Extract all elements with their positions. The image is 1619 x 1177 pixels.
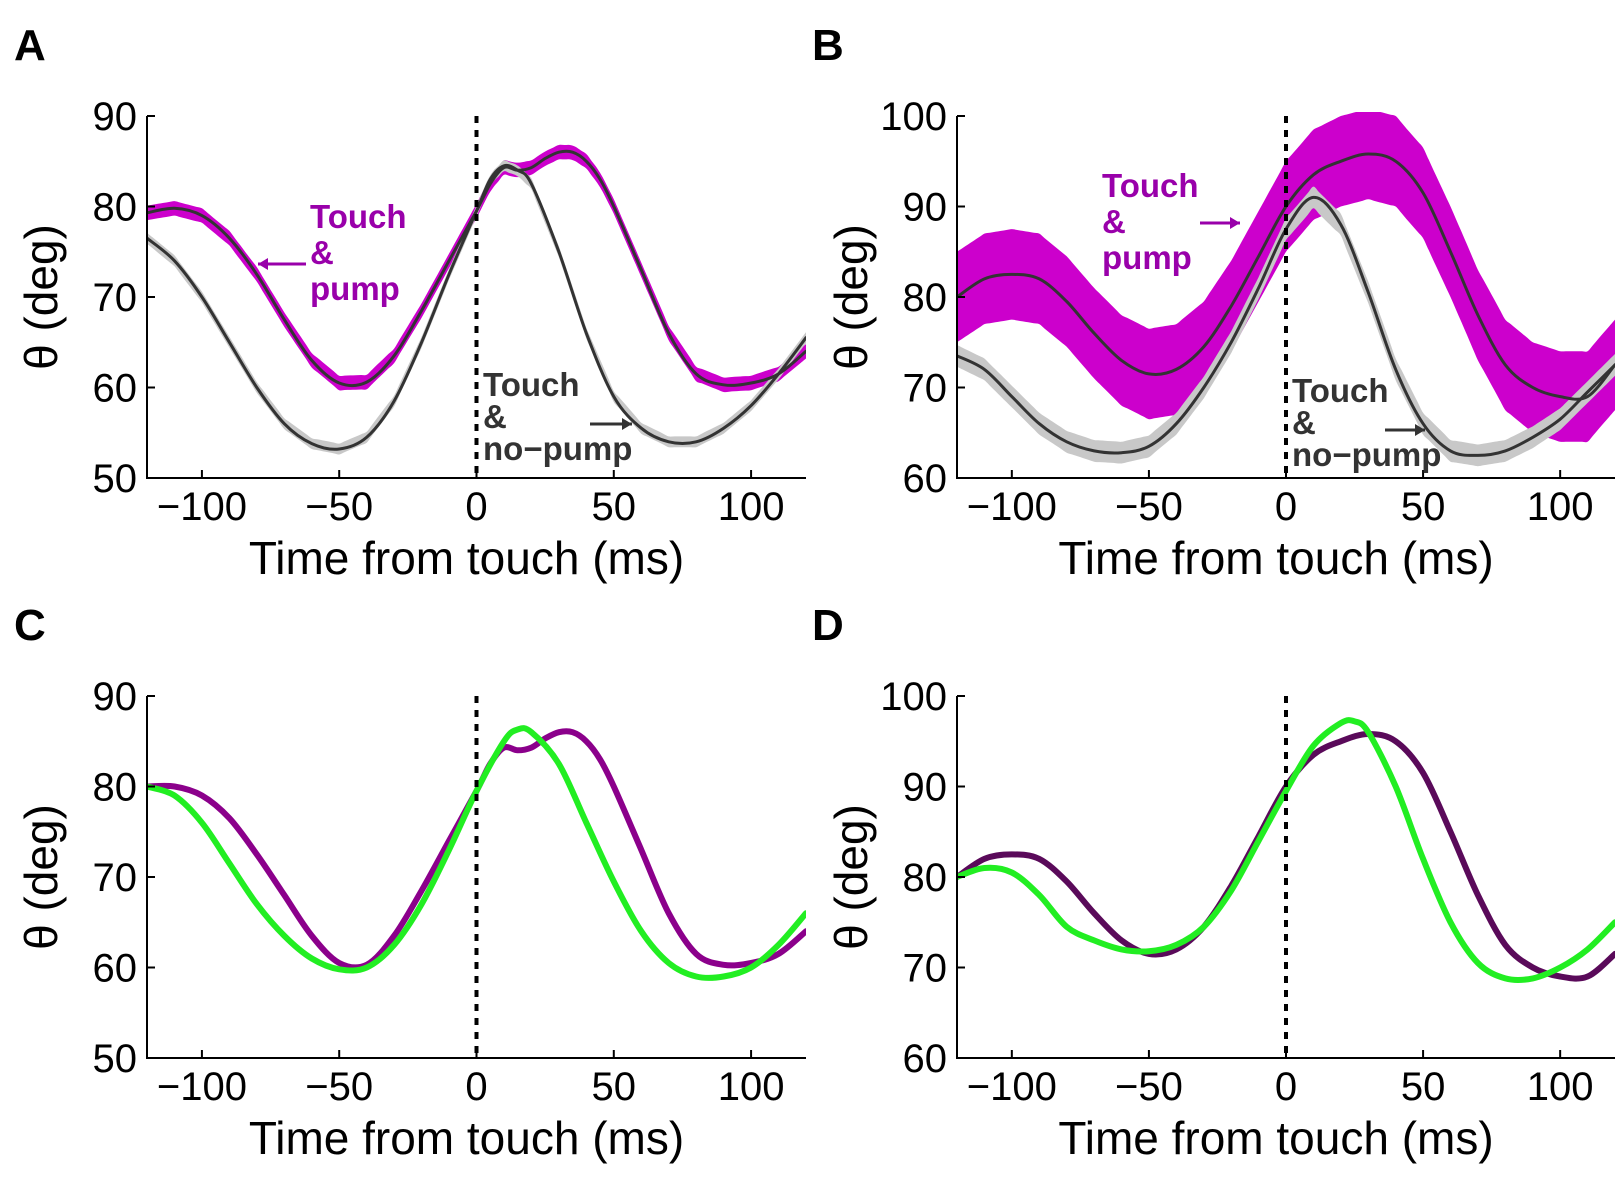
panel-b: B −100 −50 0 50 100 60 70 80 90 100 Time from touch… <box>812 21 1615 584</box>
y-tick-label: 90 <box>903 766 948 810</box>
x-tick-label: 100 <box>1527 1065 1594 1109</box>
series-line-green <box>957 717 1615 984</box>
y-tick-label: 50 <box>93 1037 138 1081</box>
y-tick-label: 70 <box>903 947 948 991</box>
x-tick-label: 0 <box>465 1065 487 1109</box>
annotation-touch-nopump: Touch&no−pump <box>1292 372 1441 473</box>
annotation-line: & <box>310 234 334 271</box>
y-tick-label: 100 <box>880 95 947 139</box>
annotation-line: Touch <box>1102 167 1199 204</box>
y-tick-label: 60 <box>903 457 948 501</box>
y-tick-label: 90 <box>93 95 138 139</box>
annotation-line: & <box>483 398 507 435</box>
annotation-arrow-head <box>622 418 632 430</box>
annotation-line: pump <box>1102 239 1192 276</box>
x-tick-label: 0 <box>1275 485 1297 529</box>
x-tick-label: 0 <box>465 485 487 529</box>
annotation-line: & <box>1102 203 1126 240</box>
x-axis-label: Time from touch (ms) <box>249 1112 684 1164</box>
x-tick-label: −50 <box>1115 1065 1183 1109</box>
y-tick-label: 90 <box>903 186 948 230</box>
y-tick-label: 80 <box>903 276 948 320</box>
annotation-line: Touch <box>1292 372 1389 409</box>
annotation-touch-pump: Touch&pump <box>1102 167 1240 276</box>
y-tick-label: 80 <box>903 856 948 900</box>
y-tick-label: 70 <box>93 276 138 320</box>
plot-area <box>147 144 806 455</box>
y-tick-label: 60 <box>903 1037 948 1081</box>
plot-area <box>147 725 806 981</box>
x-tick-label: 0 <box>1275 1065 1297 1109</box>
y-tick-label: 60 <box>93 367 138 411</box>
x-tick-label: 50 <box>592 485 637 529</box>
x-axis-label: Time from touch (ms) <box>1058 1112 1493 1164</box>
panel-letter: D <box>812 601 844 650</box>
panel-letter: C <box>14 601 46 650</box>
series-line-nopump <box>147 163 806 451</box>
x-tick-label: 100 <box>718 485 785 529</box>
x-tick-label: −100 <box>967 485 1057 529</box>
x-axis-label: Time from touch (ms) <box>1058 532 1493 584</box>
x-axis-label: Time from touch (ms) <box>249 532 684 584</box>
annotation-touch-nopump: Touch&no−pump <box>483 366 632 467</box>
x-tick-label: −100 <box>967 1065 1057 1109</box>
annotation-line: Touch <box>310 198 407 235</box>
y-tick-label: 50 <box>93 457 138 501</box>
panel-a: A −100 −50 0 50 100 50 60 70 80 90 Time from touch … <box>14 21 806 584</box>
x-tick-label: 100 <box>1527 485 1594 529</box>
series-line-purple <box>147 728 806 971</box>
x-tick-label: 100 <box>718 1065 785 1109</box>
series-line-green <box>147 725 806 981</box>
x-tick-label: −50 <box>1115 485 1183 529</box>
annotation-line: Touch <box>483 366 580 403</box>
annotation-touch-pump: Touch&pump <box>258 198 407 307</box>
x-tick-label: 50 <box>1401 485 1446 529</box>
y-tick-label: 100 <box>880 675 947 719</box>
annotation-arrow-head <box>1415 424 1425 436</box>
y-tick-label: 70 <box>903 367 948 411</box>
annotation-line: no−pump <box>483 430 632 467</box>
annotation-line: no−pump <box>1292 436 1441 473</box>
y-axis-label: θ (deg) <box>825 804 877 950</box>
y-axis-label: θ (deg) <box>825 224 877 370</box>
annotation-arrow-head <box>1230 217 1240 229</box>
y-tick-label: 80 <box>93 186 138 230</box>
annotation-arrow-head <box>258 258 268 270</box>
annotation-line: pump <box>310 270 400 307</box>
x-tick-label: 50 <box>1401 1065 1446 1109</box>
annotation-line: & <box>1292 404 1316 441</box>
y-tick-label: 60 <box>93 947 138 991</box>
panel-c: C −100 −50 0 50 100 50 60 70 80 90 Time from touch … <box>14 601 806 1164</box>
panel-d: D −100 −50 0 50 100 60 70 80 90 100 Time from touch… <box>812 601 1615 1164</box>
panel-letter: B <box>812 21 844 70</box>
x-tick-label: −100 <box>157 485 247 529</box>
y-tick-label: 80 <box>93 766 138 810</box>
x-tick-label: −50 <box>305 485 373 529</box>
y-tick-label: 90 <box>93 675 138 719</box>
y-axis-label: θ (deg) <box>15 224 67 370</box>
x-tick-label: 50 <box>592 1065 637 1109</box>
y-axis-label: θ (deg) <box>15 804 67 950</box>
y-tick-label: 70 <box>93 856 138 900</box>
x-tick-label: −100 <box>157 1065 247 1109</box>
x-tick-label: −50 <box>305 1065 373 1109</box>
panel-letter: A <box>14 21 46 70</box>
